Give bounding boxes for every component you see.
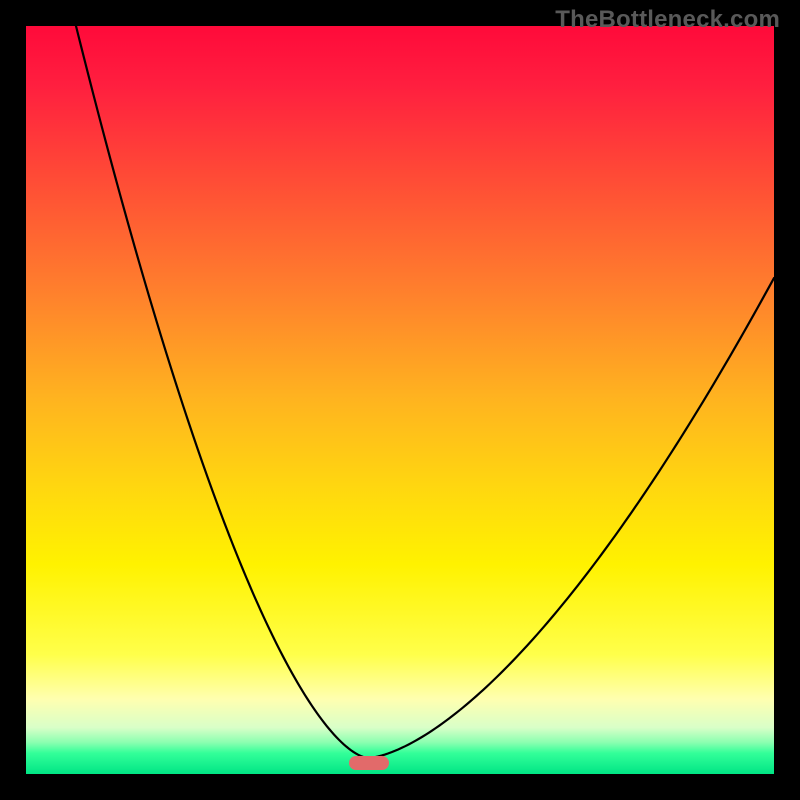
chart-container: TheBottleneck.com	[0, 0, 800, 800]
plot-background	[26, 26, 774, 774]
watermark-label: TheBottleneck.com	[555, 6, 780, 34]
valley-marker	[349, 756, 389, 770]
bottleneck-chart	[0, 0, 800, 800]
